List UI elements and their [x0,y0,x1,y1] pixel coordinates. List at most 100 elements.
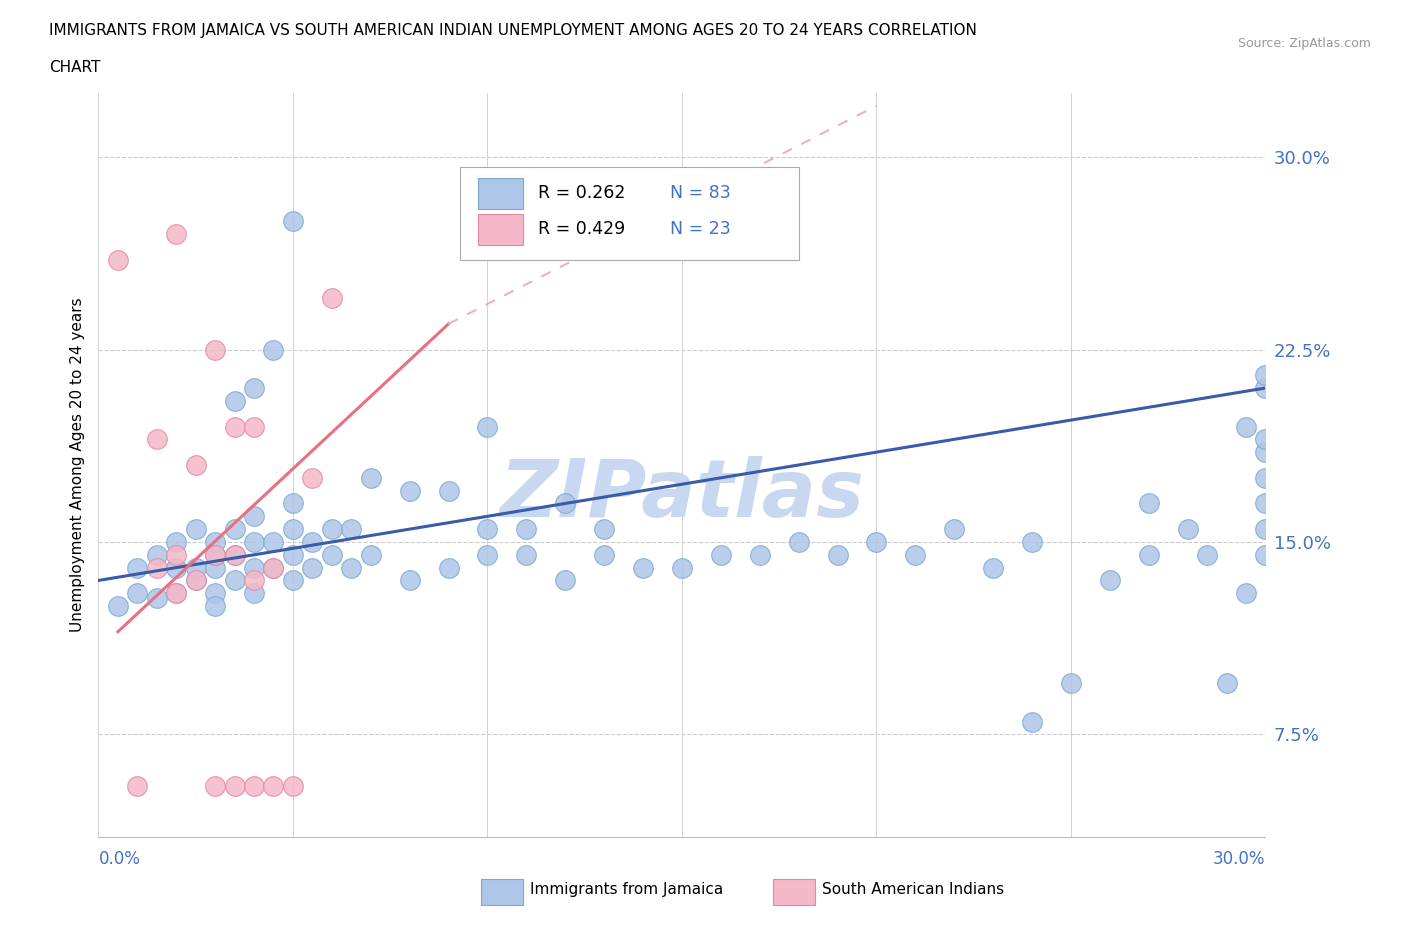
Point [262,560,284,575]
Point [1254,548,1277,563]
Point [165,548,187,563]
Point [554,496,576,511]
Point [204,548,226,563]
FancyBboxPatch shape [773,879,815,906]
Point [1254,380,1277,395]
Point [224,419,246,434]
Point [262,342,284,357]
Point [1234,586,1257,601]
FancyBboxPatch shape [478,178,523,209]
Point [398,484,420,498]
Point [321,548,343,563]
Point [204,535,226,550]
Point [827,548,849,563]
Text: South American Indians: South American Indians [823,882,1004,897]
FancyBboxPatch shape [460,167,799,260]
Point [146,432,169,446]
Point [243,560,266,575]
Point [204,342,226,357]
Point [1021,714,1043,729]
Point [281,214,304,229]
Point [710,548,733,563]
Point [477,548,499,563]
Point [1254,522,1277,537]
Point [981,560,1004,575]
Point [437,484,460,498]
Point [631,560,654,575]
Point [321,291,343,306]
Point [1254,367,1277,382]
Point [1254,432,1277,446]
Point [593,522,616,537]
Text: CHART: CHART [49,60,101,75]
Point [165,560,187,575]
FancyBboxPatch shape [481,879,523,906]
Point [1177,522,1199,537]
Point [1021,535,1043,550]
Point [301,560,323,575]
Point [243,535,266,550]
Point [671,560,693,575]
Text: R = 0.262: R = 0.262 [538,184,626,203]
Point [107,252,129,267]
Point [321,522,343,537]
Point [360,471,382,485]
Point [204,599,226,614]
Point [865,535,887,550]
Text: R = 0.429: R = 0.429 [538,220,626,238]
Point [224,393,246,408]
Point [184,573,207,588]
Point [224,573,246,588]
Point [184,573,207,588]
Point [360,548,382,563]
Text: Immigrants from Jamaica: Immigrants from Jamaica [530,882,724,897]
Point [204,586,226,601]
Point [748,548,770,563]
Point [281,522,304,537]
Point [904,548,927,563]
Text: 0.0%: 0.0% [98,850,141,868]
Y-axis label: Unemployment Among Ages 20 to 24 years: Unemployment Among Ages 20 to 24 years [69,298,84,632]
Text: N = 83: N = 83 [671,184,731,203]
Point [281,496,304,511]
Point [340,522,363,537]
Point [204,560,226,575]
Point [146,560,169,575]
Text: Source: ZipAtlas.com: Source: ZipAtlas.com [1237,37,1371,50]
Point [224,548,246,563]
Point [127,560,149,575]
Point [593,548,616,563]
Point [1098,573,1121,588]
Point [1234,419,1257,434]
Point [224,548,246,563]
Point [146,591,169,605]
Point [184,522,207,537]
Point [943,522,966,537]
Point [477,522,499,537]
Point [515,522,537,537]
Point [301,535,323,550]
Point [262,535,284,550]
Point [281,778,304,793]
Text: IMMIGRANTS FROM JAMAICA VS SOUTH AMERICAN INDIAN UNEMPLOYMENT AMONG AGES 20 TO 2: IMMIGRANTS FROM JAMAICA VS SOUTH AMERICA… [49,23,977,38]
Point [301,471,323,485]
Point [1254,471,1277,485]
Point [165,586,187,601]
Point [398,573,420,588]
Text: N = 23: N = 23 [671,220,731,238]
Point [204,778,226,793]
Point [1060,675,1083,690]
Point [224,778,246,793]
Point [165,227,187,242]
Text: ZIPatlas: ZIPatlas [499,456,865,534]
Point [204,548,226,563]
Point [1215,675,1237,690]
Point [127,586,149,601]
Point [146,548,169,563]
Point [281,548,304,563]
Point [477,419,499,434]
Point [515,548,537,563]
Point [281,573,304,588]
Point [787,535,810,550]
Point [165,535,187,550]
